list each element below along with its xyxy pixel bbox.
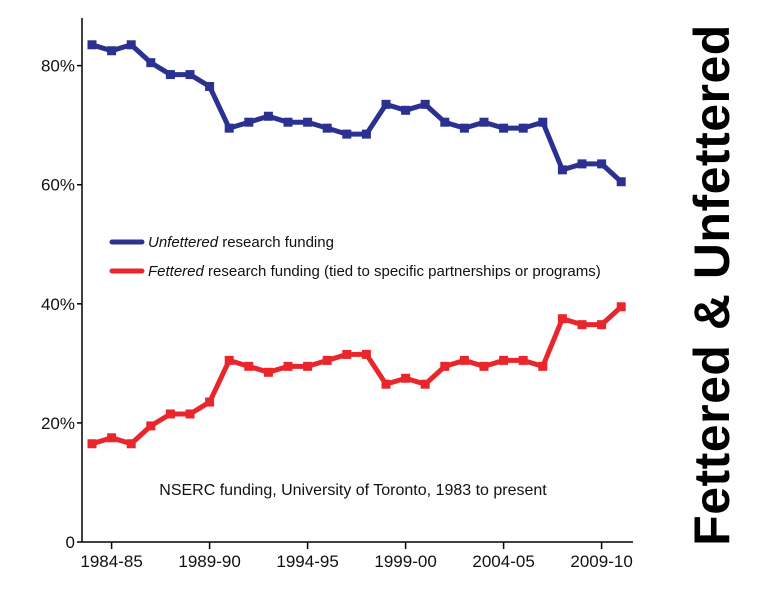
data-point [499,123,509,133]
data-point [479,361,489,371]
data-point [459,355,469,365]
data-point [342,129,352,139]
side-title: Fettered & Unfettered [652,24,772,546]
data-point [107,46,117,56]
data-point [342,349,352,359]
data-point [557,165,567,175]
data-point [126,439,136,449]
legend-label-italic: Fettered [148,263,205,280]
legend: Unfettered research funding Fettered rese… [109,234,601,280]
data-point [303,117,313,127]
legend-label-italic: Unfettered [148,234,219,251]
data-point [597,159,607,169]
data-point [616,177,626,187]
y-tick-label: 40% [41,295,75,314]
data-point [185,70,195,80]
data-point [165,70,175,80]
data-point [381,99,391,109]
data-point [283,361,293,371]
legend-label-rest: research funding (tied to specific partn… [204,263,601,280]
data-point [87,439,97,449]
data-point [146,421,156,431]
legend-item: Unfettered research funding [109,234,334,251]
data-point [263,367,273,377]
data-point [616,302,626,312]
data-point [185,409,195,419]
data-point [459,123,469,133]
legend-label-rest: research funding [218,234,334,251]
data-point [244,117,254,127]
axes [81,18,633,543]
data-point [401,105,411,115]
y-ticks: 0 20% 40% 60% 80% [41,57,82,552]
data-point [557,314,567,324]
x-tick-label: 1989-90 [178,552,240,571]
x-tick-label: 2004-05 [472,552,534,571]
data-point [518,355,528,365]
data-point [440,361,450,371]
data-point [538,117,548,127]
data-point [577,159,587,169]
y-tick-label: 80% [41,57,75,76]
data-point [420,379,430,389]
data-point [518,123,528,133]
data-point [479,117,489,127]
x-tick-label: 2009-10 [570,552,632,571]
legend-label: Unfettered research funding [148,234,334,251]
data-point [263,111,273,121]
data-point [322,123,332,133]
data-point [126,40,136,50]
data-point [538,361,548,371]
series-line [91,304,623,447]
data-point [146,58,156,68]
data-point [381,379,391,389]
series-layer [87,40,626,449]
series-unfettered [87,40,626,187]
y-tick-label: 0 [66,533,75,552]
side-title-text: Fettered & Unfettered [684,24,740,546]
data-point [499,355,509,365]
y-tick-label: 20% [41,414,75,433]
data-point [361,349,371,359]
data-point [165,409,175,419]
chart-annotation: NSERC funding, University of Toronto, 19… [159,482,547,499]
data-point [401,373,411,383]
series-fettered [87,302,626,449]
data-point [244,361,254,371]
data-point [205,397,215,407]
data-point [224,123,234,133]
data-point [205,81,215,91]
legend-item: Fettered research funding (tied to speci… [109,263,601,280]
data-point [597,320,607,330]
data-point [303,361,313,371]
x-tick-label: 1999-00 [374,552,436,571]
x-ticks: 1984-85 1989-90 1994-95 1999-00 2004-05 2009-… [80,542,633,571]
y-tick-label: 60% [41,176,75,195]
data-point [107,433,117,443]
series-line [91,42,623,184]
x-tick-label: 1994-95 [276,552,338,571]
data-point [224,355,234,365]
data-point [322,355,332,365]
legend-label: Fettered research funding (tied to speci… [148,263,601,280]
x-tick-label: 1984-85 [80,552,142,571]
data-point [361,129,371,139]
data-point [577,320,587,330]
data-point [440,117,450,127]
data-point [420,99,430,109]
data-point [87,40,97,50]
data-point [283,117,293,127]
